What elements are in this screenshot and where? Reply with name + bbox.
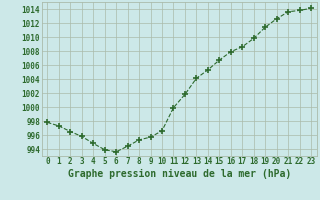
X-axis label: Graphe pression niveau de la mer (hPa): Graphe pression niveau de la mer (hPa) — [68, 169, 291, 179]
